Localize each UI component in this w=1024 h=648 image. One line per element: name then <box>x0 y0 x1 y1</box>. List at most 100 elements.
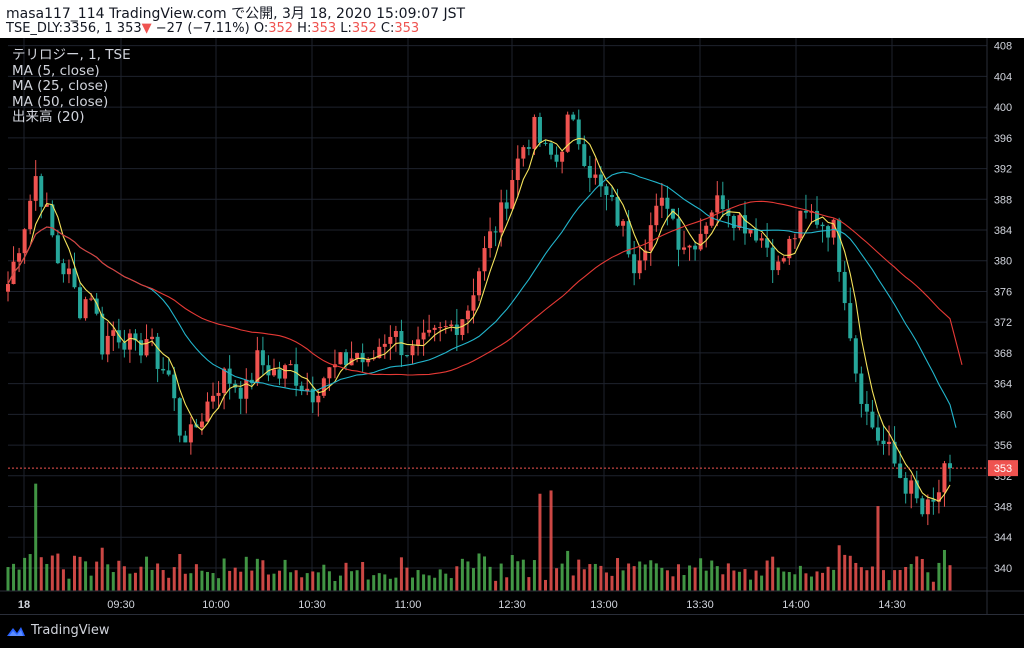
volume-bar <box>771 556 775 591</box>
volume-bar <box>754 570 758 591</box>
legend-volume[interactable]: 出来高 (20) <box>12 109 85 125</box>
candle <box>665 185 670 226</box>
price-tick-label: 392 <box>994 164 1012 176</box>
candle <box>255 336 260 386</box>
candle <box>188 416 193 455</box>
candle <box>388 325 393 360</box>
chart-pane[interactable]: 340 344 348 352 356 360 364 368 372 376 380 384 388 3… <box>0 38 1024 614</box>
candle <box>560 149 565 174</box>
volume-bar <box>870 566 874 591</box>
candle <box>482 236 487 281</box>
volume-bar <box>6 567 10 591</box>
candle <box>543 140 548 146</box>
candle <box>687 244 692 261</box>
volume-bar <box>172 567 176 591</box>
volume-bar <box>316 572 320 591</box>
candle <box>609 186 614 202</box>
volume-bar <box>283 559 287 591</box>
candle <box>299 381 304 396</box>
candle <box>465 305 470 334</box>
volume-bar <box>893 570 897 591</box>
candle <box>898 450 903 479</box>
candle <box>310 376 315 414</box>
ma25-line <box>7 171 957 428</box>
candle <box>355 352 360 363</box>
volume-bar <box>782 571 786 591</box>
candle <box>161 357 166 374</box>
volume-bar <box>499 563 503 591</box>
volume-bar <box>937 562 941 591</box>
candle <box>698 218 703 252</box>
volume-bar <box>660 567 664 591</box>
candle <box>61 258 66 283</box>
volume-bar <box>809 576 813 591</box>
candle <box>892 426 897 467</box>
volume-bar <box>289 572 293 591</box>
volume-bar <box>832 569 836 591</box>
candle <box>615 188 620 227</box>
volume-bar <box>926 572 930 591</box>
candle <box>421 319 426 356</box>
price-tick-label: 344 <box>994 532 1012 544</box>
volume-bar <box>239 571 243 591</box>
brand-label: TradingView <box>31 623 110 638</box>
candle <box>920 495 925 517</box>
candle <box>144 324 149 358</box>
volume-bar <box>133 572 137 591</box>
legend-series[interactable]: テリロジー, 1, TSE <box>12 47 131 63</box>
volume-bar <box>449 578 453 591</box>
volume-bar <box>39 557 43 591</box>
volume-bar <box>383 574 387 591</box>
volume-bar <box>721 574 725 591</box>
candle <box>116 318 121 349</box>
candle <box>39 173 44 219</box>
tradingview-logo[interactable]: TradingView <box>6 623 110 638</box>
volume-bar <box>676 564 680 591</box>
candle <box>277 361 282 386</box>
volume-bar <box>200 570 204 591</box>
candle <box>155 333 160 383</box>
volume-bar <box>344 562 348 591</box>
legend-ma50[interactable]: MA (50, close) <box>12 93 109 110</box>
candle <box>837 217 842 282</box>
volume-bar <box>898 570 902 591</box>
volume-bar <box>715 566 719 591</box>
volume-bar <box>327 571 331 591</box>
volume-bar <box>749 579 753 591</box>
volume-bar <box>837 545 841 591</box>
volume-bar <box>627 563 631 591</box>
candle <box>427 314 432 337</box>
candle <box>925 494 930 526</box>
legend-ma5[interactable]: MA (5, close) <box>12 62 100 79</box>
volume-bar <box>50 555 54 591</box>
candle <box>737 212 742 231</box>
candle <box>404 354 409 358</box>
candle <box>914 470 919 504</box>
candle <box>715 181 720 227</box>
price-chart-svg[interactable]: 3403443483523563603643683723763803843883… <box>0 38 1024 614</box>
volume-bar <box>665 570 669 591</box>
volume-bar <box>787 572 791 591</box>
price-tick-label: 408 <box>994 41 1012 53</box>
volume-bar <box>682 575 686 591</box>
time-axis[interactable]: 18 09:30 10:00 10:30 11:00 12:30 13:00 13:30 14:… <box>0 590 1024 611</box>
volume-bar <box>100 547 104 591</box>
price-tick-label: 380 <box>994 256 1012 268</box>
candle <box>6 271 10 302</box>
volume-bar <box>72 555 76 591</box>
candle <box>864 391 869 426</box>
volume-bar <box>671 576 675 591</box>
volume-bar <box>516 561 520 591</box>
volume-bar <box>244 556 248 591</box>
volume-bar <box>189 573 193 591</box>
candle <box>709 210 714 228</box>
volume-bar <box>521 559 525 591</box>
volume-bar <box>688 565 692 591</box>
legend-ma25[interactable]: MA (25, close) <box>12 78 109 94</box>
tradingview-logo-icon <box>7 626 25 636</box>
candle <box>410 340 415 364</box>
volume-bar <box>815 571 819 591</box>
price-axis[interactable]: 3403443483523563603643683723763803843883… <box>986 38 1018 614</box>
volume-bar <box>649 560 653 591</box>
close-value: 353 <box>394 21 420 36</box>
